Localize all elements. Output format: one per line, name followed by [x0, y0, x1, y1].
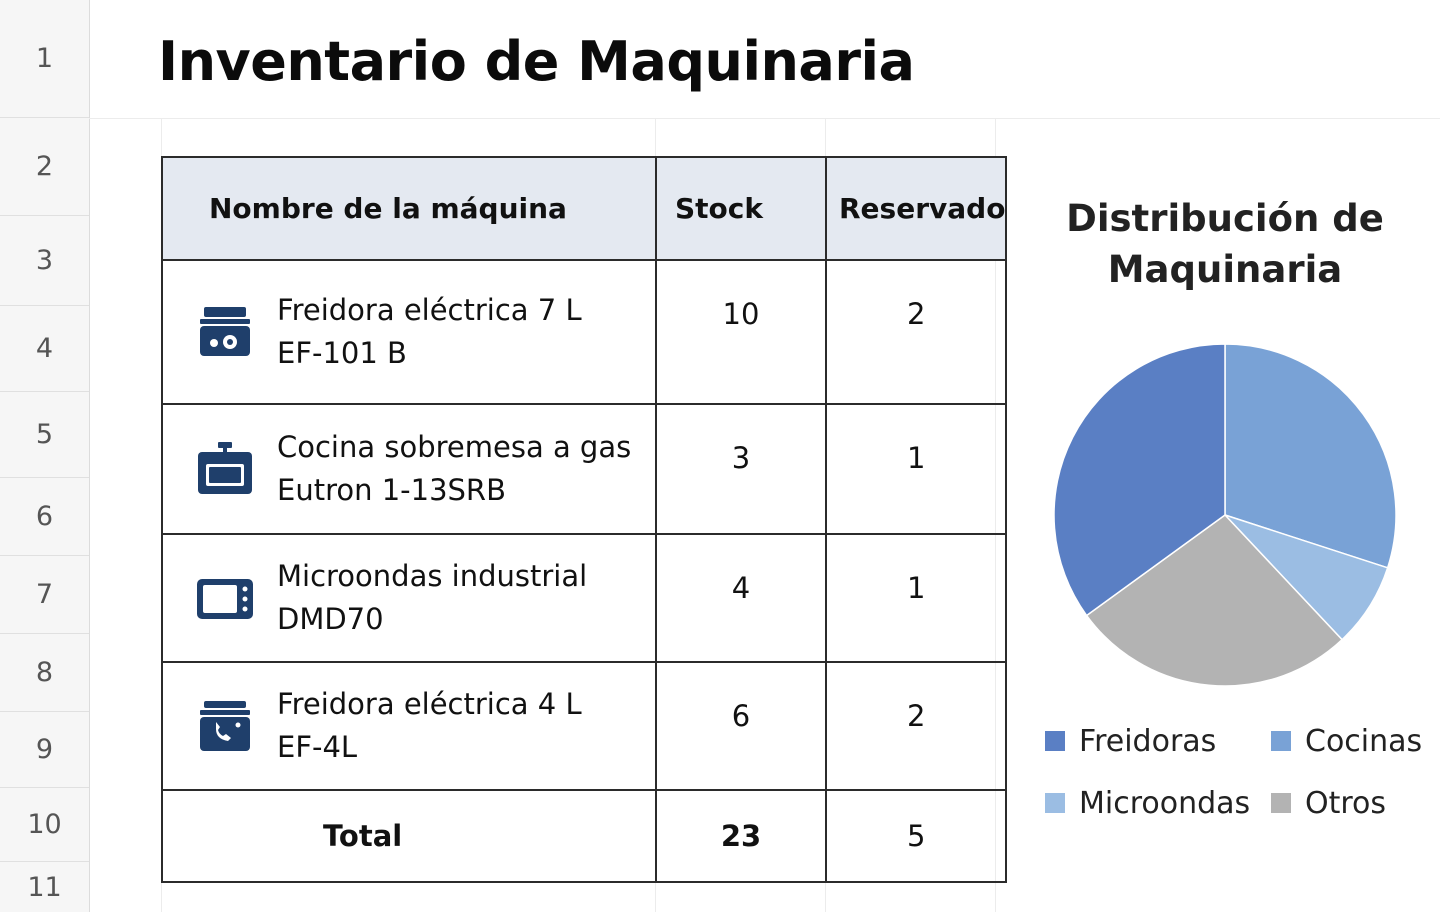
header-cell-name[interactable]: Nombre de la máquina [161, 156, 657, 261]
total-label-cell[interactable]: Total [161, 789, 657, 883]
cell-machine-name[interactable]: Cocina sobremesa a gas Eutron 1-13SRB [161, 403, 657, 535]
cell-machine-name[interactable]: Freidora eléctrica 4 L EF-4L [161, 661, 657, 791]
legend-swatch [1045, 731, 1065, 751]
legend-label: Freidoras [1079, 723, 1217, 759]
pie-slice-otros[interactable] [1085, 514, 1344, 687]
machine-model: EF-101 B [277, 336, 407, 370]
table-row: Freidora eléctrica 7 L EF-101 B 10 2 [161, 259, 1008, 405]
sheet-gridline [89, 118, 1440, 119]
cell-reserved[interactable]: 1 [824, 403, 1008, 535]
row-header-3[interactable]: 3 [0, 216, 89, 306]
cell-stock[interactable]: 10 [655, 259, 827, 405]
row-header-4[interactable]: 4 [0, 306, 89, 392]
machine-model: DMD70 [277, 602, 384, 636]
table-row: Microondas industrial DMD70 4 1 [161, 533, 1008, 663]
row-header-9[interactable]: 9 [0, 712, 89, 788]
total-row: Total 23 5 [161, 789, 1008, 883]
row-header-7[interactable]: 7 [0, 556, 89, 634]
legend-label: Microondas [1079, 785, 1251, 821]
fryer-small-icon [200, 701, 250, 751]
machine-name: Microondas industrial [277, 559, 588, 593]
row-header-gutter [0, 0, 90, 912]
legend-swatch [1271, 793, 1291, 813]
pie-chart[interactable] [1040, 330, 1410, 700]
row-header-10[interactable]: 10 [0, 788, 89, 862]
row-header-11[interactable]: 11 [27, 871, 62, 903]
total-stock-cell[interactable]: 23 [655, 789, 827, 883]
machine-model: EF-4L [277, 730, 358, 764]
cell-stock[interactable]: 6 [655, 661, 827, 791]
row-header-2[interactable]: 2 [0, 118, 89, 216]
row-header-1[interactable]: 1 [0, 0, 89, 118]
legend-label: Cocinas [1305, 723, 1423, 759]
cell-machine-name[interactable]: Microondas industrial DMD70 [161, 533, 657, 663]
legend-item-otros: Otros [1271, 782, 1440, 824]
cell-reserved[interactable]: 1 [824, 533, 1008, 663]
header-cell-stock[interactable]: Stock [655, 156, 827, 261]
legend-swatch [1271, 731, 1291, 751]
pie-slice-freidoras[interactable] [1053, 343, 1226, 617]
table-header-row: Nombre de la máquina Stock Reservado [161, 156, 1008, 261]
microwave-icon [197, 579, 253, 619]
machine-name: Freidora eléctrica 7 L [277, 293, 582, 327]
sheet-title[interactable]: Inventario de Maquinaria [158, 30, 915, 93]
machine-name: Freidora eléctrica 4 L [277, 687, 582, 721]
row-header-5[interactable]: 5 [0, 392, 89, 478]
chart-legend[interactable]: Freidoras Cocinas Microondas Otros [1045, 720, 1440, 824]
legend-swatch [1045, 793, 1065, 813]
header-cell-reserved[interactable]: Reservado [824, 156, 1008, 261]
legend-label: Otros [1305, 785, 1387, 821]
inventory-table: Nombre de la máquina Stock Reservado [161, 156, 1008, 883]
legend-item-microondas: Microondas [1045, 782, 1271, 824]
machine-name: Cocina sobremesa a gas [277, 430, 632, 464]
cell-stock[interactable]: 4 [655, 533, 827, 663]
fryer-icon [200, 307, 250, 356]
row-header-6[interactable]: 6 [0, 478, 89, 556]
cell-reserved[interactable]: 2 [824, 661, 1008, 791]
pie-slice-cocinas[interactable] [1224, 343, 1397, 569]
total-reserved-cell[interactable]: 5 [824, 789, 1008, 883]
legend-item-freidoras: Freidoras [1045, 720, 1271, 762]
cell-reserved[interactable]: 2 [824, 259, 1008, 405]
stove-icon [198, 442, 252, 494]
total-label: Total [323, 819, 403, 853]
legend-item-cocinas: Cocinas [1271, 720, 1440, 762]
row-header-8[interactable]: 8 [0, 634, 89, 712]
chart-title[interactable]: Distribución de Maquinaria [1066, 197, 1384, 291]
cell-stock[interactable]: 3 [655, 403, 827, 535]
cell-machine-name[interactable]: Freidora eléctrica 7 L EF-101 B [161, 259, 657, 405]
table-row: Freidora eléctrica 4 L EF-4L 6 2 [161, 661, 1008, 791]
machine-model: Eutron 1-13SRB [277, 473, 506, 507]
table-row: Cocina sobremesa a gas Eutron 1-13SRB 3 … [161, 403, 1008, 535]
